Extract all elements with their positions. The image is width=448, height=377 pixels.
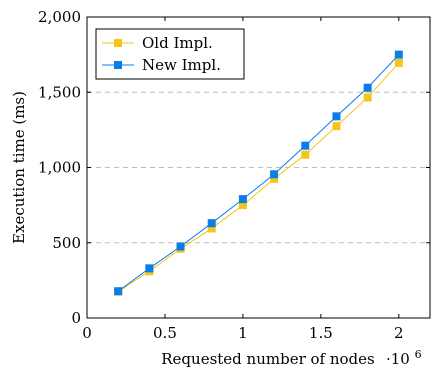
data-point xyxy=(394,50,403,59)
x-axis-exponent-base: ·10 xyxy=(386,350,410,368)
y-axis-label: Execution time (ms) xyxy=(10,91,28,244)
axis-ticks xyxy=(86,16,430,319)
series-line xyxy=(117,62,400,293)
data-point xyxy=(301,141,310,150)
data-point xyxy=(238,201,247,210)
series-lines xyxy=(114,50,403,296)
legend-entry: New Impl. xyxy=(102,56,221,74)
legend-box xyxy=(95,28,245,80)
legend-swatch-marker xyxy=(114,39,122,47)
x-axis-label: Requested number of nodes xyxy=(161,350,374,368)
x-tick-label: 0 xyxy=(82,324,92,342)
grid-lines xyxy=(87,91,430,244)
data-point xyxy=(363,93,372,102)
legend-label: New Impl. xyxy=(142,56,221,74)
data-point xyxy=(394,58,403,67)
data-point xyxy=(332,112,341,121)
legend-swatch-marker xyxy=(114,61,122,69)
x-tick-label: 0.5 xyxy=(153,324,177,342)
data-point xyxy=(238,195,247,204)
x-tick-label: 2 xyxy=(394,324,404,342)
x-tick-labels: 0 0.5 1 1.5 2 xyxy=(82,324,403,342)
x-tick-label: 1.5 xyxy=(309,324,333,342)
data-point xyxy=(301,150,310,159)
y-tick-labels: 0 500 1,000 1,500 2,000 xyxy=(38,8,81,327)
data-point xyxy=(270,174,279,183)
x-axis-exponent: ·10 6 xyxy=(386,348,422,369)
y-tick-label: 500 xyxy=(52,234,81,252)
legend-label: Old Impl. xyxy=(142,34,213,52)
series-line xyxy=(117,54,400,292)
y-tick-label: 1,500 xyxy=(38,83,81,101)
data-point xyxy=(363,83,372,92)
data-point xyxy=(145,264,154,273)
data-point xyxy=(114,287,123,296)
series-2 xyxy=(114,50,403,296)
series-1 xyxy=(114,58,403,296)
y-tick-label: 0 xyxy=(71,309,81,327)
data-point xyxy=(270,170,279,179)
data-point xyxy=(207,219,216,228)
y-tick-label: 1,000 xyxy=(38,159,81,177)
legend: Old Impl. New Impl. xyxy=(95,28,245,80)
x-axis-exponent-power: 6 xyxy=(415,348,422,361)
data-point xyxy=(207,224,216,233)
data-point xyxy=(176,242,185,251)
x-tick-label: 1 xyxy=(238,324,248,342)
legend-entry: Old Impl. xyxy=(102,34,213,52)
y-tick-label: 2,000 xyxy=(38,8,81,26)
data-point xyxy=(332,122,341,131)
